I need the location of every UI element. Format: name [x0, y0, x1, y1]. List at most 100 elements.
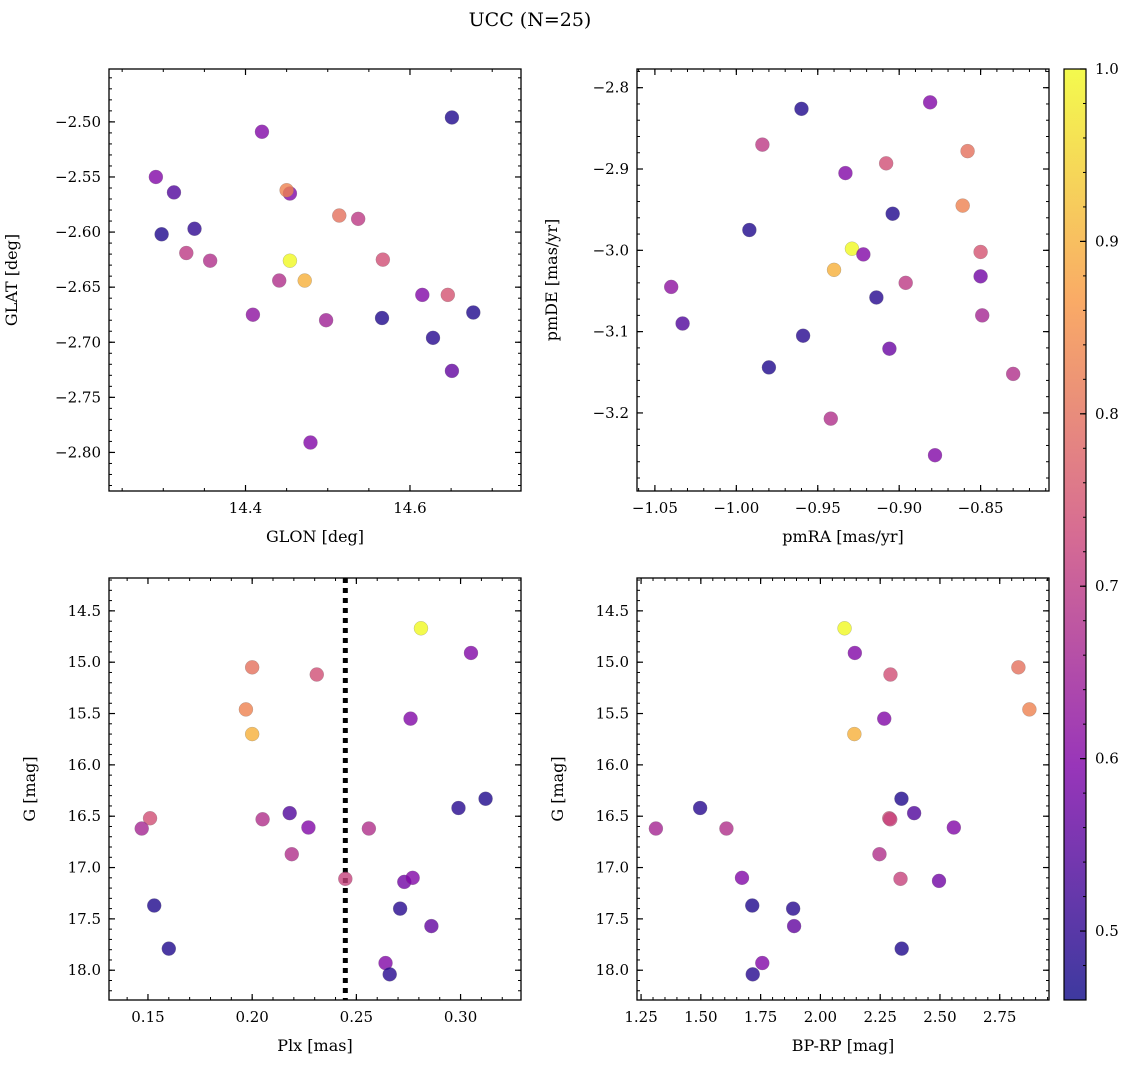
panel-bprp-g: 1.25 1.50 1.75 2.00 2.25 2.50 2.75 14.5 15.0 15.5…: [548, 577, 1050, 1055]
data-point: [893, 871, 908, 887]
y-tick-label: 15.0: [68, 653, 101, 671]
data-point: [413, 621, 429, 636]
x-tick-label: 2.25: [863, 1008, 896, 1026]
data-point: [755, 137, 770, 152]
data-point: [894, 791, 909, 806]
data-point: [692, 800, 708, 816]
data-point: [161, 941, 177, 956]
ticks: [637, 69, 1049, 491]
colorbar-tick-label: 0.6: [1095, 750, 1119, 768]
data-point: [297, 273, 312, 288]
y-tick-label: −2.8: [593, 79, 629, 97]
data-point: [745, 967, 760, 982]
x-tick-label: 14.6: [393, 499, 426, 517]
data-point: [187, 221, 202, 236]
x-tick-label: −1.05: [632, 499, 678, 517]
data-point: [922, 95, 938, 110]
x-tick-label: −1.00: [713, 499, 759, 517]
y-tick-label: 18.0: [596, 961, 629, 979]
x-tick-label: 1.50: [684, 1008, 717, 1026]
data-point: [424, 918, 439, 934]
data-point: [415, 287, 430, 303]
data-point: [392, 901, 408, 916]
y-tick-label: 15.5: [68, 705, 101, 723]
data-point: [463, 645, 479, 661]
data-point: [838, 165, 853, 181]
data-point: [869, 290, 884, 305]
y-tick-label: −2.70: [55, 333, 101, 351]
data-point: [238, 702, 254, 717]
data-point: [785, 901, 801, 916]
data-point: [894, 941, 909, 956]
data-point: [179, 245, 194, 261]
y-axis-label: G [mag]: [548, 756, 567, 821]
y-tick-label: 17.5: [68, 910, 101, 928]
y-tick-label: 17.0: [596, 859, 629, 877]
data-point: [975, 308, 990, 323]
data-point: [374, 310, 390, 326]
data-point: [202, 253, 218, 268]
data-point: [425, 330, 441, 346]
panel-pmra-pmde: −1.05 −1.00 −0.95 −0.90 −0.85 −3.2 −3.1 −3.0 −2.…: [542, 68, 1050, 546]
x-tick-label: 2.75: [983, 1008, 1016, 1026]
x-tick-label: 0.15: [131, 1008, 164, 1026]
ticks: [637, 578, 1049, 1000]
points: [148, 110, 481, 450]
data-point: [960, 143, 975, 159]
axes-frame: [108, 68, 522, 492]
data-point: [872, 846, 887, 862]
data-point: [440, 287, 456, 303]
data-point: [883, 812, 898, 827]
data-point: [301, 820, 316, 835]
y-tick-label: −2.75: [55, 388, 101, 406]
x-tick-label: 0.30: [444, 1008, 477, 1026]
data-point: [148, 169, 164, 185]
colorbar-bar: [1063, 68, 1087, 1001]
x-tick-label: 0.20: [235, 1008, 268, 1026]
y-tick-label: 14.5: [68, 602, 101, 620]
x-tick-label: 1.75: [744, 1008, 777, 1026]
data-point: [973, 269, 988, 284]
data-point: [755, 955, 770, 971]
data-point: [823, 411, 838, 426]
data-point: [444, 363, 460, 379]
colorbar: 0.5 0.6 0.7 0.8 0.9 1.0: [1063, 60, 1119, 1001]
y-tick-label: −2.65: [55, 278, 101, 296]
data-point: [451, 800, 466, 816]
data-point: [885, 206, 900, 221]
data-point: [309, 667, 324, 682]
data-point: [166, 185, 182, 200]
data-point: [898, 275, 913, 291]
y-tick-label: 16.5: [68, 807, 101, 825]
data-point: [795, 328, 811, 343]
ticks: [109, 69, 521, 491]
y-tick-label: 14.5: [596, 602, 629, 620]
data-point: [663, 279, 679, 295]
y-tick-label: 15.5: [596, 705, 629, 723]
x-tick-label: −0.95: [795, 499, 841, 517]
x-tick-label: −0.90: [876, 499, 922, 517]
data-point: [332, 208, 347, 223]
data-point: [147, 898, 162, 913]
y-axis-label: GLAT [deg]: [2, 234, 21, 326]
axes-frame: [108, 577, 522, 1001]
data-point: [350, 211, 366, 227]
panel-plx-g: 0.15 0.20 0.25 0.30 14.5 15.0 15.5 16.0 16.5 17.0…: [20, 577, 522, 1055]
y-tick-label: −2.9: [593, 160, 629, 178]
data-point: [279, 183, 294, 198]
data-point: [761, 360, 777, 375]
ticks: [109, 578, 521, 1000]
data-point: [794, 101, 809, 117]
data-point: [444, 110, 460, 125]
x-tick-label: 2.00: [804, 1008, 837, 1026]
data-point: [745, 898, 760, 913]
data-point: [466, 305, 481, 320]
y-tick-label: −3.2: [593, 404, 629, 422]
x-axis-label: GLON [deg]: [266, 527, 364, 546]
colorbar-tick-label: 0.7: [1095, 577, 1119, 595]
colorbar-tick-label: 1.0: [1095, 60, 1119, 78]
data-point: [906, 805, 922, 821]
points: [648, 621, 1037, 982]
y-tick-label: 17.5: [596, 910, 629, 928]
